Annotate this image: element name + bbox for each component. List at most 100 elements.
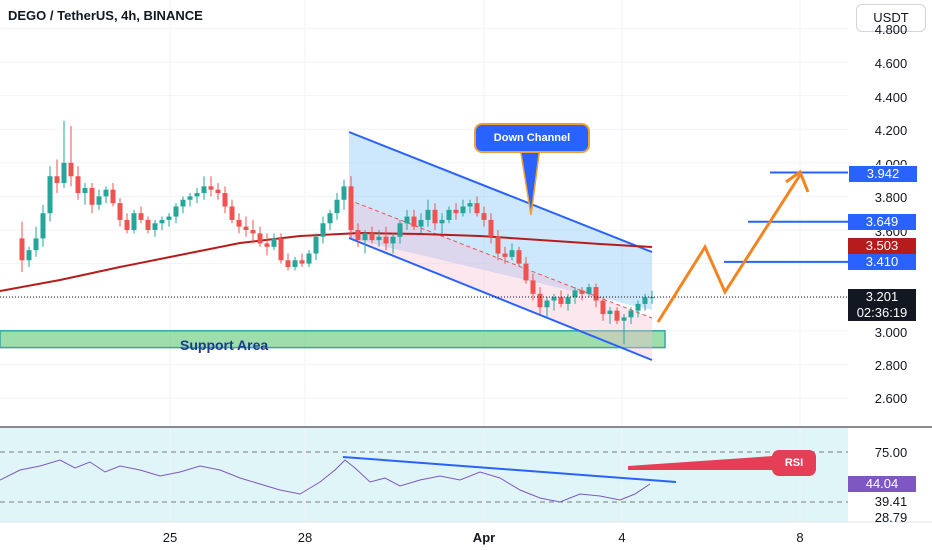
level-badge: 3.410 [848, 254, 916, 270]
price-tick: 2.800 [874, 358, 908, 373]
candle-body [166, 216, 172, 220]
rsi-line [0, 459, 651, 503]
candle-body [439, 219, 445, 224]
candle-body [516, 250, 522, 264]
candle-body [355, 230, 361, 241]
candle-body [404, 216, 410, 224]
candle-body [425, 209, 431, 220]
candle-body [264, 243, 270, 247]
candle-body [607, 310, 613, 314]
channel-fill [349, 132, 652, 310]
candle-body [145, 219, 151, 230]
price-tick: 2.600 [874, 391, 908, 406]
candle-body [187, 196, 193, 200]
time-tick: 28 [297, 530, 313, 545]
candle-body [544, 300, 550, 308]
support-zone [0, 330, 666, 349]
channel-upper-line [348, 131, 653, 253]
candle-body [537, 293, 543, 308]
price-tick: 3.000 [874, 325, 908, 340]
candle-body [306, 253, 312, 264]
candle-body [117, 203, 123, 220]
candle-body [229, 206, 235, 220]
candle-body [523, 263, 529, 281]
rsi-value-badge: 44.04 [848, 476, 916, 492]
support-area-label: Support Area [180, 337, 269, 353]
currency-button[interactable]: USDT [856, 4, 926, 32]
candle-body [54, 176, 60, 183]
candle-body [124, 219, 130, 230]
candle-body [474, 203, 480, 214]
candle-body [600, 300, 606, 314]
projection-path [656, 174, 802, 323]
candle-body [89, 188, 95, 205]
price-tick: 3.800 [874, 190, 908, 205]
rsi-callout: RSI [772, 450, 816, 476]
candle-body [257, 233, 263, 244]
candle-body [96, 196, 102, 205]
time-tick: Apr [472, 530, 496, 545]
candle-body [215, 189, 221, 194]
level-badge: 3.649 [848, 214, 916, 230]
candle-body [348, 186, 354, 230]
candle-body [572, 290, 578, 298]
candle-body [208, 186, 214, 190]
rsi-callout-pointer [628, 456, 773, 470]
candle-body [446, 209, 452, 220]
chart-title: DEGO / TetherUS, 4h, BINANCE [8, 8, 203, 23]
candle-body [481, 213, 487, 220]
rsi-tick: 39.41 [874, 494, 908, 509]
rsi-tick: 75.00 [874, 445, 908, 460]
candle-body [502, 253, 508, 257]
candle-body [341, 186, 347, 200]
channel-mid-line [348, 199, 653, 319]
candle-body [362, 233, 368, 241]
candle-body [173, 206, 179, 217]
moving-average-line [0, 231, 653, 292]
rsi-divergence-line [342, 456, 677, 483]
time-tick: 25 [162, 530, 178, 545]
candle-body [558, 297, 564, 304]
candle-body [579, 290, 585, 294]
candle-body [278, 238, 284, 261]
candle-body [383, 236, 389, 244]
candle-body [292, 260, 298, 267]
candle-body [551, 297, 557, 301]
candle-body [243, 226, 249, 230]
rsi-panel-background [0, 428, 848, 522]
candle-body [201, 186, 207, 194]
candle-body [390, 236, 396, 244]
candle-body [397, 223, 403, 237]
down-channel-callout: Down Channel [474, 123, 590, 153]
time-tick: 8 [796, 530, 804, 545]
candle-body [313, 236, 319, 254]
candle-body [649, 297, 655, 299]
candle-body [586, 287, 592, 294]
current-price-badge: 3.201 [848, 289, 916, 305]
candle-body [593, 287, 599, 301]
candle-body [131, 213, 137, 230]
candle-body [530, 280, 536, 294]
price-tick: 4.800 [874, 22, 908, 37]
candle-body [320, 223, 326, 237]
candle-body [75, 176, 81, 194]
price-tick: 4.600 [874, 56, 908, 71]
candle-body [61, 162, 67, 183]
candle-body [453, 209, 459, 214]
candle-body [271, 238, 277, 247]
price-tick: 4.200 [874, 123, 908, 138]
candle-body [411, 216, 417, 227]
candle-body [33, 238, 39, 251]
ma-badge: 3.503 [848, 238, 916, 254]
countdown-badge: 02:36:19 [848, 305, 916, 321]
candle-body [488, 219, 494, 237]
candle-body [285, 260, 291, 267]
candle-body [418, 219, 424, 227]
candle-body [152, 223, 158, 230]
candle-body [68, 162, 74, 177]
candle-body [82, 188, 88, 194]
candle-body [159, 219, 165, 224]
rsi-tick: 28.79 [874, 510, 908, 525]
candle-body [327, 213, 333, 224]
